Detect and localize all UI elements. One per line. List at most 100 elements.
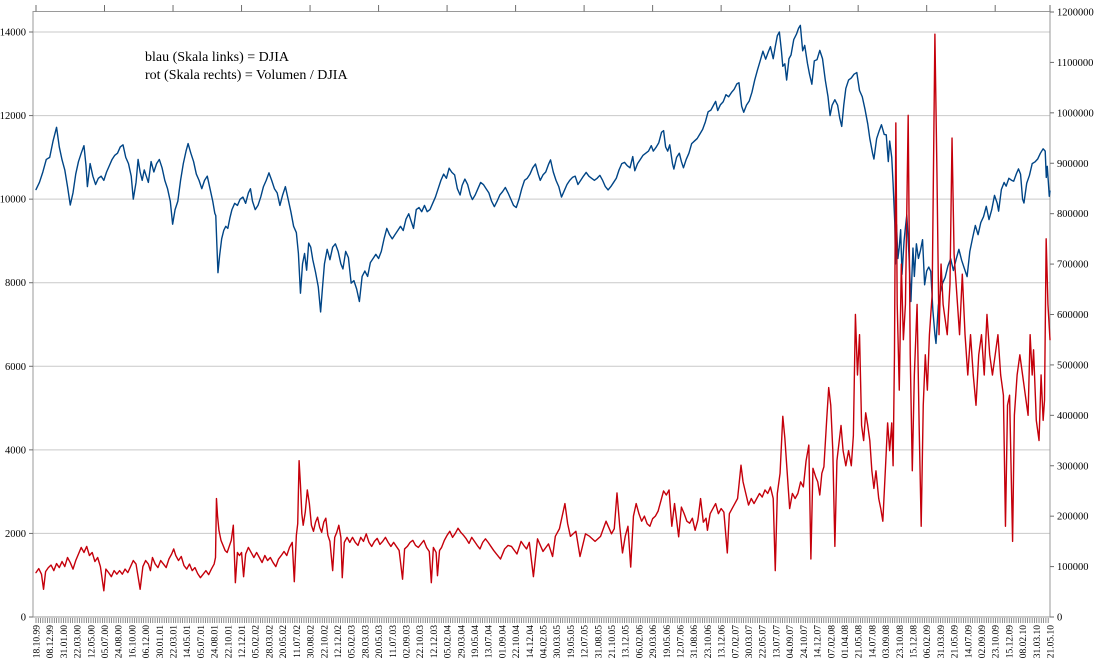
svg-text:21.05.09: 21.05.09 bbox=[951, 625, 961, 659]
svg-text:19.05.05: 19.05.05 bbox=[567, 625, 577, 659]
svg-text:12.12.01: 12.12.01 bbox=[238, 625, 248, 659]
svg-text:31.08.06: 31.08.06 bbox=[690, 625, 700, 659]
svg-text:31.03.10: 31.03.10 bbox=[1033, 625, 1043, 659]
svg-text:800000: 800000 bbox=[1057, 209, 1089, 220]
svg-text:1000000: 1000000 bbox=[1057, 108, 1094, 119]
svg-text:23.10.08: 23.10.08 bbox=[896, 625, 906, 659]
svg-text:21.05.10: 21.05.10 bbox=[1046, 625, 1056, 659]
svg-text:29.03.04: 29.03.04 bbox=[457, 625, 467, 659]
svg-text:05.07.01: 05.07.01 bbox=[197, 625, 207, 659]
svg-text:05.02.03: 05.02.03 bbox=[348, 625, 358, 659]
svg-text:11.07.03: 11.07.03 bbox=[389, 625, 399, 658]
svg-text:15.12.09: 15.12.09 bbox=[1005, 625, 1015, 659]
left-axis-labels: 0 2000 4000 6000 8000 10000 12000 14000 bbox=[0, 28, 33, 624]
svg-text:13.12.05: 13.12.05 bbox=[622, 625, 632, 659]
svg-text:19.05.04: 19.05.04 bbox=[471, 625, 481, 659]
svg-text:12.07.06: 12.07.06 bbox=[677, 625, 687, 659]
svg-text:22.10.03: 22.10.03 bbox=[416, 625, 426, 659]
top-tick-marks bbox=[35, 5, 1051, 12]
svg-text:22.05.07: 22.05.07 bbox=[759, 625, 769, 659]
svg-text:08.02.10: 08.02.10 bbox=[1019, 625, 1029, 659]
svg-text:05.02.04: 05.02.04 bbox=[444, 625, 454, 659]
svg-text:2000: 2000 bbox=[5, 529, 26, 540]
svg-text:100000: 100000 bbox=[1057, 562, 1089, 573]
svg-text:04.09.07: 04.09.07 bbox=[786, 625, 796, 659]
legend-line-volumen: rot (Skala rechts) = Volumen / DJIA bbox=[145, 68, 348, 83]
svg-text:22.10.02: 22.10.02 bbox=[320, 625, 330, 659]
svg-text:13.12.06: 13.12.06 bbox=[718, 625, 728, 659]
svg-text:6000: 6000 bbox=[5, 362, 26, 373]
svg-text:28.03.03: 28.03.03 bbox=[361, 625, 371, 659]
svg-text:06.02.06: 06.02.06 bbox=[635, 625, 645, 659]
djia-line bbox=[35, 24, 1051, 345]
svg-text:24.08.00: 24.08.00 bbox=[115, 625, 125, 659]
svg-text:900000: 900000 bbox=[1057, 159, 1089, 170]
svg-text:31.01.00: 31.01.00 bbox=[60, 625, 70, 659]
legend: blau (Skala links) = DJIA rot (Skala rec… bbox=[145, 49, 348, 85]
svg-text:15.12.08: 15.12.08 bbox=[909, 625, 919, 659]
svg-text:12.12.02: 12.12.02 bbox=[334, 625, 344, 659]
svg-text:30.01.01: 30.01.01 bbox=[156, 625, 166, 659]
svg-text:200000: 200000 bbox=[1057, 512, 1089, 523]
svg-text:22.10.01: 22.10.01 bbox=[224, 625, 234, 659]
svg-text:01.09.04: 01.09.04 bbox=[498, 625, 508, 659]
svg-text:12.12.03: 12.12.03 bbox=[430, 625, 440, 659]
svg-text:30.03.07: 30.03.07 bbox=[745, 625, 755, 659]
svg-text:0: 0 bbox=[1057, 613, 1062, 624]
svg-text:23.10.09: 23.10.09 bbox=[992, 625, 1002, 659]
svg-text:19.05.06: 19.05.06 bbox=[663, 625, 673, 659]
svg-text:30.03.05: 30.03.05 bbox=[553, 625, 563, 659]
svg-text:08.12.99: 08.12.99 bbox=[46, 625, 56, 659]
svg-text:30.08.02: 30.08.02 bbox=[307, 625, 317, 659]
svg-text:1200000: 1200000 bbox=[1057, 8, 1094, 19]
svg-text:600000: 600000 bbox=[1057, 310, 1089, 321]
bottom-tick-comb bbox=[35, 618, 1049, 623]
svg-text:06.02.09: 06.02.09 bbox=[923, 625, 933, 659]
svg-text:14000: 14000 bbox=[0, 28, 26, 39]
svg-text:02.09.09: 02.09.09 bbox=[978, 625, 988, 659]
svg-text:700000: 700000 bbox=[1057, 260, 1089, 271]
svg-text:14.12.04: 14.12.04 bbox=[526, 625, 536, 659]
svg-text:23.10.06: 23.10.06 bbox=[704, 625, 714, 659]
svg-text:1100000: 1100000 bbox=[1057, 58, 1093, 69]
right-axis-labels: 0 100000 200000 300000 400000 500000 600000 700… bbox=[1050, 8, 1094, 624]
svg-text:04.02.05: 04.02.05 bbox=[539, 625, 549, 659]
svg-text:12000: 12000 bbox=[0, 111, 26, 122]
svg-text:22.03.00: 22.03.00 bbox=[74, 625, 84, 659]
svg-text:31.08.05: 31.08.05 bbox=[594, 625, 604, 659]
svg-text:24.08.01: 24.08.01 bbox=[211, 625, 221, 659]
svg-text:14.07.08: 14.07.08 bbox=[868, 625, 878, 659]
svg-text:31.03.09: 31.03.09 bbox=[937, 625, 947, 659]
svg-text:300000: 300000 bbox=[1057, 461, 1089, 472]
svg-text:21.10.05: 21.10.05 bbox=[608, 625, 618, 659]
svg-text:02.09.03: 02.09.03 bbox=[402, 625, 412, 659]
svg-text:11.07.02: 11.07.02 bbox=[293, 625, 303, 658]
svg-text:13.07.07: 13.07.07 bbox=[772, 625, 782, 659]
svg-text:28.03.02: 28.03.02 bbox=[265, 625, 275, 659]
svg-text:22.10.04: 22.10.04 bbox=[512, 625, 522, 659]
svg-text:400000: 400000 bbox=[1057, 411, 1089, 422]
svg-text:05.02.02: 05.02.02 bbox=[252, 625, 262, 659]
svg-text:24.10.07: 24.10.07 bbox=[800, 625, 810, 659]
svg-text:06.12.00: 06.12.00 bbox=[142, 625, 152, 659]
svg-text:07.02.07: 07.02.07 bbox=[731, 625, 741, 659]
x-axis-labels: 18.10.99 08.12.99 31.01.00 22.03.00 12.05.00… bbox=[33, 625, 1057, 659]
svg-text:8000: 8000 bbox=[5, 278, 26, 289]
legend-line-djia: blau (Skala links) = DJIA bbox=[145, 50, 289, 65]
svg-text:20.05.02: 20.05.02 bbox=[279, 625, 289, 659]
svg-text:4000: 4000 bbox=[5, 445, 26, 456]
volumen-djia-line bbox=[35, 33, 1051, 592]
svg-text:01.04.08: 01.04.08 bbox=[841, 625, 851, 659]
svg-text:12.07.05: 12.07.05 bbox=[581, 625, 591, 659]
svg-text:0: 0 bbox=[21, 613, 26, 624]
svg-text:14.07.09: 14.07.09 bbox=[964, 625, 974, 659]
svg-text:14.05.01: 14.05.01 bbox=[183, 625, 193, 659]
svg-text:20.05.03: 20.05.03 bbox=[375, 625, 385, 659]
svg-text:03.09.08: 03.09.08 bbox=[882, 625, 892, 659]
svg-text:07.02.08: 07.02.08 bbox=[827, 625, 837, 659]
svg-text:21.05.08: 21.05.08 bbox=[855, 625, 865, 659]
svg-text:13.07.04: 13.07.04 bbox=[485, 625, 495, 659]
svg-text:500000: 500000 bbox=[1057, 360, 1089, 371]
